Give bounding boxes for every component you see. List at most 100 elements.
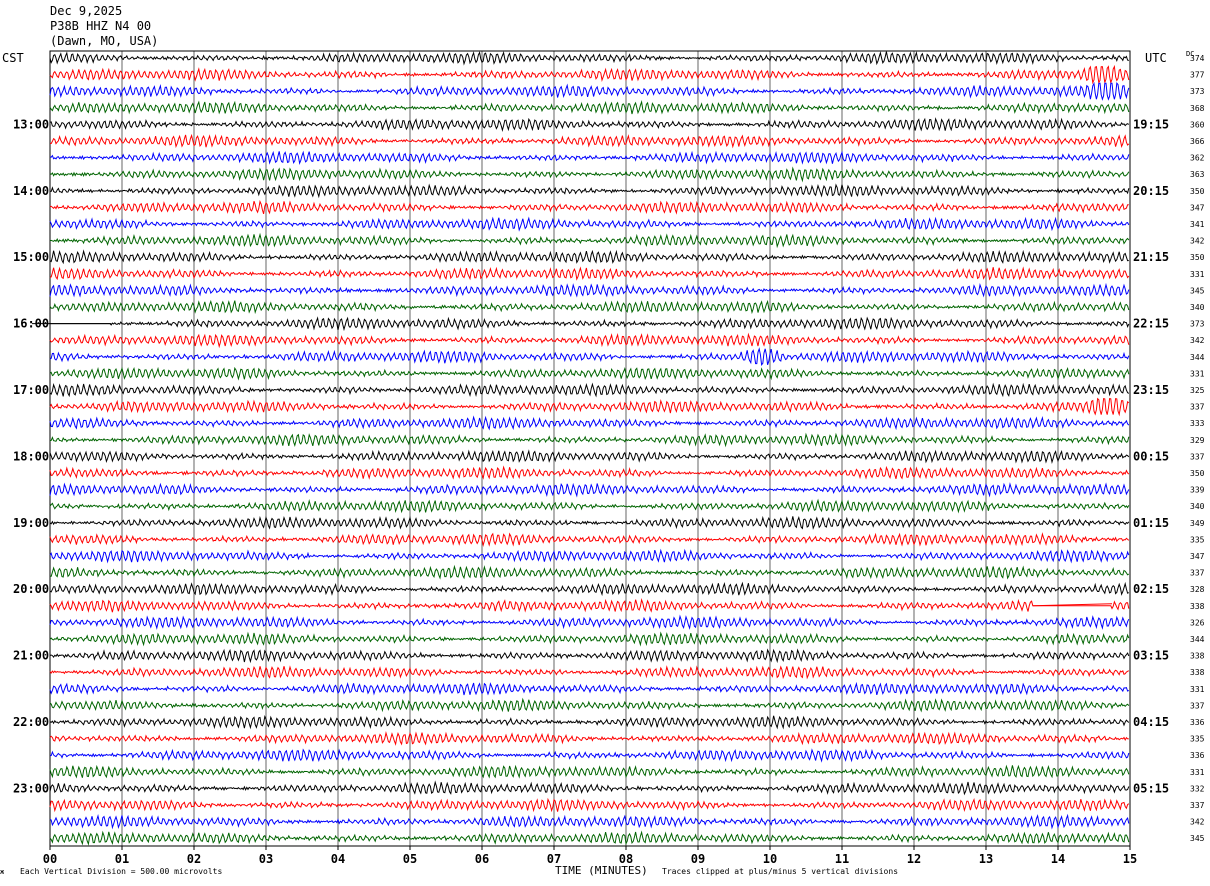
trace-row — [49, 199, 1129, 215]
x-tick-label: 02 — [187, 852, 201, 866]
trace-row — [49, 813, 1130, 830]
trace-row — [49, 564, 1130, 580]
x-axis-ticks: 00 01 02 03 04 05 06 07 08 09 10 11 12 13 14 15 — [43, 846, 1137, 866]
dc-offset-label: 342 — [1190, 336, 1205, 345]
trace-row — [49, 249, 1129, 265]
right-timezone-label: UTC — [1145, 51, 1167, 65]
trace-row — [49, 266, 1130, 281]
trace-row — [49, 614, 1130, 630]
trace-row — [49, 581, 1130, 597]
left-hour-label: 21:00 — [13, 649, 49, 663]
dc-offset-label: 331 — [1190, 768, 1205, 777]
dc-offset-label: 337 — [1190, 403, 1205, 412]
right-hour-label: 20:15 — [1133, 184, 1169, 198]
trace-row — [49, 482, 1130, 498]
x-tick-label: 15 — [1123, 852, 1137, 866]
trace-row — [49, 64, 1130, 85]
trace-row — [49, 548, 1130, 564]
left-hour-label: 20:00 — [13, 582, 49, 596]
trace-row — [49, 166, 1130, 183]
dc-offset-label: 326 — [1190, 618, 1205, 627]
dc-offset-label: 328 — [1190, 585, 1205, 594]
trace-row — [49, 347, 1130, 367]
trace-row — [49, 532, 1130, 547]
dc-offset-label: 335 — [1190, 735, 1205, 744]
trace-row — [49, 117, 1130, 133]
left-hour-label: 22:00 — [13, 715, 49, 729]
dc-offset-label: 342 — [1190, 237, 1205, 246]
dc-offset-label: 366 — [1190, 137, 1205, 146]
hour-labels: 13:00 14:00 15:00 16:00 17:00 18:00 19:00 20:00… — [13, 117, 1169, 795]
dc-offset-label: 337 — [1190, 801, 1205, 810]
trace-row — [49, 515, 1130, 530]
dc-offset-label: 342 — [1190, 818, 1205, 827]
dc-offset-label: 335 — [1190, 535, 1205, 544]
trace-row — [49, 631, 1130, 647]
station-location: (Dawn, MO, USA) — [50, 34, 159, 48]
trace-row — [49, 282, 1130, 298]
dc-offset-label: 363 — [1190, 170, 1205, 179]
right-hour-label: 02:15 — [1133, 582, 1169, 596]
left-timezone-label: CST — [2, 51, 24, 65]
dc-offset-label: 344 — [1190, 635, 1205, 644]
dc-offset-label: 337 — [1190, 452, 1205, 461]
dc-offset-label: 338 — [1190, 652, 1205, 661]
x-tick-label: 13 — [979, 852, 993, 866]
trace-row — [49, 366, 1130, 381]
dc-offset-label: 360 — [1190, 120, 1205, 129]
scale-note: Each Vertical Division = 500.00 microvol… — [20, 867, 223, 876]
trace-row — [49, 183, 1130, 199]
trace-row — [49, 648, 1130, 664]
x-tick-label: 08 — [619, 852, 633, 866]
x-tick-label: 06 — [475, 852, 489, 866]
dc-offset-label: 338 — [1190, 602, 1205, 611]
left-hour-label: 16:00 — [13, 317, 49, 331]
dc-offset-label: 339 — [1190, 486, 1205, 495]
data-gap-segment — [1032, 603, 1113, 607]
right-hour-label: 01:15 — [1133, 516, 1169, 530]
trace-row — [49, 382, 1130, 398]
dc-offset-label: 347 — [1190, 203, 1205, 212]
trace-row — [49, 498, 1130, 514]
dc-offset-label: 333 — [1190, 419, 1205, 428]
right-hour-label: 22:15 — [1133, 317, 1169, 331]
left-hour-label: 23:00 — [13, 781, 49, 795]
x-tick-label: 14 — [1051, 852, 1065, 866]
dc-offset-label: 345 — [1190, 834, 1205, 843]
trace-row — [49, 465, 1130, 480]
dc-labels: 374 377 373 368 360 366 362 363 350 347 341 342 350 3… — [1190, 54, 1205, 843]
trace-row — [49, 681, 1130, 696]
x-tick-label: 07 — [547, 852, 561, 866]
trace-row — [49, 432, 1130, 448]
x-tick-label: 09 — [691, 852, 705, 866]
trace-row — [49, 51, 1129, 66]
right-hour-label: 00:15 — [1133, 449, 1169, 463]
dc-offset-label: 340 — [1190, 502, 1205, 511]
dc-offset-label: 347 — [1190, 552, 1205, 561]
dc-offset-label: 344 — [1190, 353, 1205, 362]
right-hour-label: 21:15 — [1133, 250, 1169, 264]
gap-lines — [32, 323, 1113, 607]
x-tick-label: 05 — [403, 852, 417, 866]
x-tick-label: 11 — [835, 852, 849, 866]
right-hour-label: 23:15 — [1133, 383, 1169, 397]
dc-offset-label: 349 — [1190, 519, 1205, 528]
trace-row — [49, 100, 1130, 115]
dc-offset-label: 331 — [1190, 685, 1205, 694]
trace-row — [49, 232, 1130, 249]
dc-offset-label: 329 — [1190, 436, 1205, 445]
dc-offset-label: 331 — [1190, 369, 1205, 378]
dc-offset-label: 332 — [1190, 784, 1205, 793]
right-hour-label: 03:15 — [1133, 649, 1169, 663]
dc-offset-label: 350 — [1190, 469, 1205, 478]
x-tick-label: 12 — [907, 852, 921, 866]
dc-offset-label: 345 — [1190, 286, 1205, 295]
chart-date: Dec 9,2025 — [50, 4, 123, 18]
clip-note: Traces clipped at plus/minus 5 vertical … — [662, 867, 899, 876]
trace-row — [49, 764, 1130, 779]
dc-offset-label: 373 — [1190, 320, 1205, 329]
x-tick-label: 10 — [763, 852, 777, 866]
station-id: P38B HHZ N4 00 — [50, 19, 152, 33]
trace-row — [49, 216, 1130, 232]
